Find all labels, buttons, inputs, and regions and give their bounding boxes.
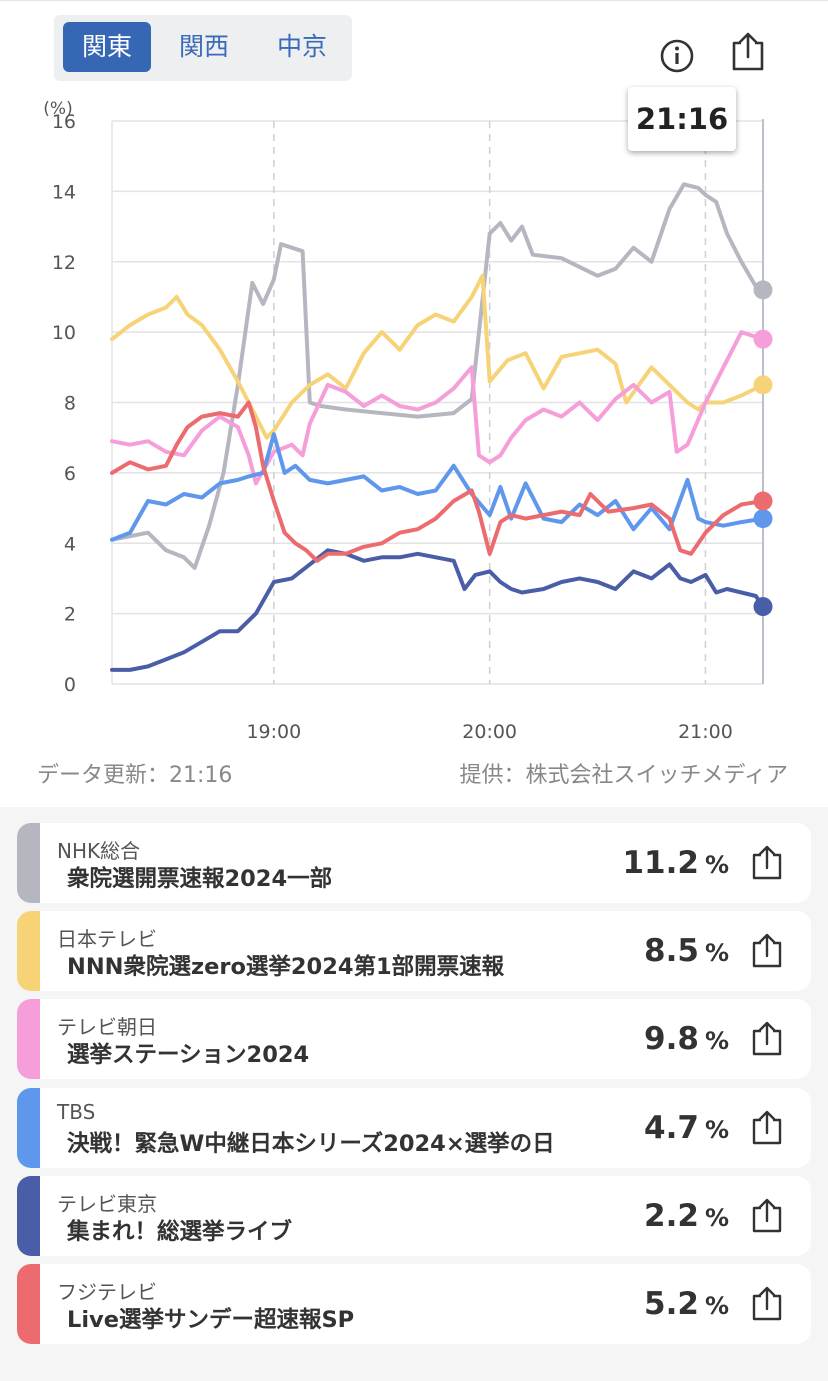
- program-row[interactable]: テレビ東京集まれ！総選挙ライブ 2.2%: [17, 1176, 811, 1256]
- series-line: [110, 330, 765, 486]
- program-title: 集まれ！総選挙ライブ: [67, 1219, 293, 1245]
- program-row[interactable]: フジテレビ Live選挙サンデー超速報SP 5.2%: [17, 1264, 811, 1344]
- program-row[interactable]: 日本テレビ NNN衆院選zero選挙2024第1部開票速報 8.5%: [17, 911, 811, 991]
- series-line: [110, 548, 765, 672]
- y-tick-label: 8: [64, 393, 76, 415]
- station-name: テレビ東京: [57, 1192, 157, 1216]
- share-icon: [752, 933, 782, 968]
- station-name: TBS: [57, 1100, 96, 1124]
- cursor-time-tooltip: 21:16: [628, 87, 736, 151]
- rating-value: 4.7: [644, 1110, 699, 1146]
- rating: 8.5%: [644, 933, 729, 973]
- info-icon: [660, 39, 694, 73]
- rating: 4.7%: [644, 1110, 729, 1150]
- data-provider-note: 提供：株式会社スイッチメディア: [459, 763, 788, 788]
- chart-card: 関東 関西 中京 (%) 0 2 4 6 8 10 12 14 16 19:00 20:00 21:0…: [0, 0, 828, 788]
- series-end-point: [753, 375, 773, 395]
- channel-color-bar: [17, 911, 40, 991]
- channel-color-bar: [17, 823, 40, 903]
- share-program-button[interactable]: [750, 1198, 784, 1234]
- share-icon: [752, 1198, 782, 1233]
- info-button[interactable]: [658, 37, 696, 75]
- y-tick-label: 16: [52, 111, 76, 133]
- series-line: [110, 400, 765, 563]
- channel-color-bar: [17, 1176, 40, 1256]
- series-end-point: [753, 491, 773, 511]
- station-name: NHK総合: [57, 839, 141, 863]
- share-icon: [752, 845, 782, 880]
- series-end-point: [753, 280, 773, 300]
- program-title: Live選挙サンデー超速報SP: [67, 1307, 355, 1333]
- y-axis-unit-label: (%): [43, 99, 72, 119]
- share-program-button[interactable]: [750, 933, 784, 969]
- station-name: テレビ朝日: [57, 1015, 157, 1039]
- rating-value: 11.2: [622, 845, 699, 881]
- rating-unit: %: [704, 1116, 729, 1144]
- program-row[interactable]: NHK総合衆院選開票速報2024一部 11.2%: [17, 823, 811, 903]
- series-line: [110, 273, 765, 440]
- share-program-button[interactable]: [750, 845, 784, 881]
- y-tick-label: 12: [52, 252, 76, 274]
- tab-chukyo[interactable]: 中京: [276, 32, 327, 61]
- rating-unit: %: [704, 851, 729, 879]
- rating: 2.2%: [644, 1198, 729, 1238]
- share-chart-button[interactable]: [728, 31, 768, 73]
- rating-unit: %: [704, 1027, 729, 1055]
- y-tick-label: 14: [52, 181, 76, 203]
- channel-color-bar: [17, 1264, 40, 1344]
- y-tick-label: 6: [64, 463, 76, 485]
- program-row[interactable]: TBS 決戦！緊急W中継日本シリーズ2024×選挙の日 4.7%: [17, 1088, 811, 1168]
- channel-color-bar: [17, 999, 40, 1079]
- program-title: NNN衆院選zero選挙2024第1部開票速報: [67, 954, 505, 980]
- series-end-point: [753, 509, 773, 529]
- rating: 9.8%: [644, 1021, 729, 1061]
- rating: 11.2%: [622, 845, 729, 885]
- rating-value: 2.2: [644, 1198, 699, 1234]
- y-tick-label: 0: [64, 674, 76, 696]
- rating-unit: %: [704, 1204, 729, 1232]
- series-end-point: [753, 329, 773, 349]
- y-tick-label: 4: [64, 533, 76, 555]
- rating-value: 5.2: [644, 1286, 699, 1322]
- tab-kanto[interactable]: 関東: [63, 22, 151, 72]
- data-updated-note: データ更新：21:16: [37, 763, 233, 788]
- station-name: フジテレビ: [57, 1280, 157, 1304]
- channel-color-bar: [17, 1088, 40, 1168]
- ratings-line-chart: (%) 0 2 4 6 8 10 12 14 16 19:00 20:00 21:00: [43, 99, 773, 743]
- x-tick-label: 19:00: [246, 721, 301, 743]
- y-tick-label: 10: [52, 322, 76, 344]
- program-title: 衆院選開票速報2024一部: [67, 866, 333, 892]
- rating-unit: %: [704, 1292, 729, 1320]
- share-program-button[interactable]: [750, 1110, 784, 1146]
- station-name: 日本テレビ: [57, 927, 157, 951]
- program-title: 決戦！緊急W中継日本シリーズ2024×選挙の日: [67, 1131, 555, 1157]
- series-line: [110, 432, 765, 542]
- tab-kansai[interactable]: 関西: [178, 32, 229, 61]
- rating-value: 8.5: [644, 933, 699, 969]
- x-tick-label: 20:00: [462, 721, 517, 743]
- y-tick-label: 2: [64, 604, 76, 626]
- rating-value: 9.8: [644, 1021, 699, 1057]
- share-icon: [752, 1286, 782, 1321]
- share-program-button[interactable]: [750, 1286, 784, 1322]
- share-icon: [752, 1021, 782, 1056]
- share-icon: [752, 1110, 782, 1145]
- series-end-point: [753, 597, 773, 617]
- program-row[interactable]: テレビ朝日選挙ステーション2024 9.8%: [17, 999, 811, 1079]
- rating: 5.2%: [644, 1286, 729, 1326]
- rating-unit: %: [704, 939, 729, 967]
- region-tabs: 関東 関西 中京: [54, 15, 352, 81]
- share-program-button[interactable]: [750, 1021, 784, 1057]
- program-title: 選挙ステーション2024: [67, 1042, 310, 1068]
- series-line: [110, 182, 765, 570]
- share-icon: [732, 32, 764, 71]
- x-tick-label: 21:00: [678, 721, 733, 743]
